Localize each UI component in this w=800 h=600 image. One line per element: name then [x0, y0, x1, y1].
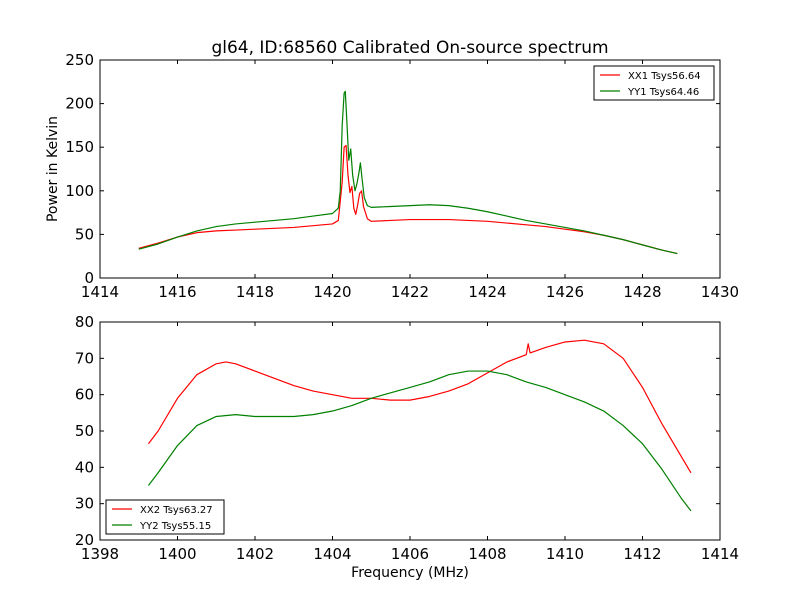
- x-tick-label: 1404: [313, 545, 351, 563]
- y-tick-label: 20: [75, 531, 94, 549]
- legend-entry: XX2 Tsys63.27: [140, 505, 213, 516]
- series-line-xx: [138, 144, 678, 255]
- x-tick-label: 1426: [546, 283, 584, 301]
- x-tick-label: 1416: [158, 283, 196, 301]
- y-tick-label: 250: [65, 51, 94, 69]
- legend-entry: YY1 Tsys64.46: [627, 87, 699, 98]
- x-tick-label: 1422: [391, 283, 429, 301]
- figure-title: gl64, ID:68560 Calibrated On-source spec…: [211, 38, 608, 58]
- y-tick-label: 0: [84, 269, 94, 287]
- legend: XX1 Tsys56.64 YY1 Tsys64.46: [593, 65, 715, 101]
- x-tick-label: 1398: [81, 545, 119, 563]
- y-tick-label: 70: [75, 349, 94, 367]
- y-axis-label: Power in Kelvin: [45, 116, 61, 222]
- legend-box: [105, 499, 225, 535]
- series-line-xx: [147, 339, 692, 474]
- y-tick-label: 60: [75, 386, 94, 404]
- y-tick-label: 50: [75, 422, 94, 440]
- x-tick-label: 1418: [236, 283, 274, 301]
- y-tick-label: 40: [75, 458, 94, 476]
- x-tick-label: 1406: [391, 545, 429, 563]
- y-tick-label: 80: [75, 313, 94, 331]
- series-line-yy: [147, 370, 692, 512]
- x-tick-label: 1424: [468, 283, 506, 301]
- legend-entry: YY2 Tsys55.15: [139, 521, 211, 532]
- series-line-yy: [138, 90, 678, 255]
- x-tick-label: 1408: [468, 545, 506, 563]
- x-tick-label: 1414: [81, 283, 119, 301]
- x-tick-label: 1414: [701, 545, 739, 563]
- y-tick-label: 30: [75, 495, 94, 513]
- top-spectrum-panel: 1414 1416 1418 1420 1422 1424 1426 1428 1430 0 50 1…: [65, 51, 739, 301]
- y-tick-label: 100: [65, 182, 94, 200]
- x-tick-label: 1430: [701, 283, 739, 301]
- y-tick-label: 50: [75, 225, 94, 243]
- legend-entry: XX1 Tsys56.64: [628, 71, 701, 82]
- legend-box: [593, 65, 715, 101]
- x-tick-label: 1412: [623, 545, 661, 563]
- x-tick-label: 1428: [623, 283, 661, 301]
- legend: XX2 Tsys63.27 YY2 Tsys55.15: [105, 499, 225, 535]
- x-tick-label: 1402: [236, 545, 274, 563]
- x-tick-label: 1420: [313, 283, 351, 301]
- y-tick-label: 150: [65, 138, 94, 156]
- x-tick-label: 1400: [158, 545, 196, 563]
- bottom-spectrum-panel: 1398 1400 1402 1404 1406 1408 1410 1412 1414 20 30…: [75, 313, 739, 563]
- x-axis-label: Frequency (MHz): [351, 565, 469, 581]
- x-tick-label: 1410: [546, 545, 584, 563]
- y-tick-label: 200: [65, 95, 94, 113]
